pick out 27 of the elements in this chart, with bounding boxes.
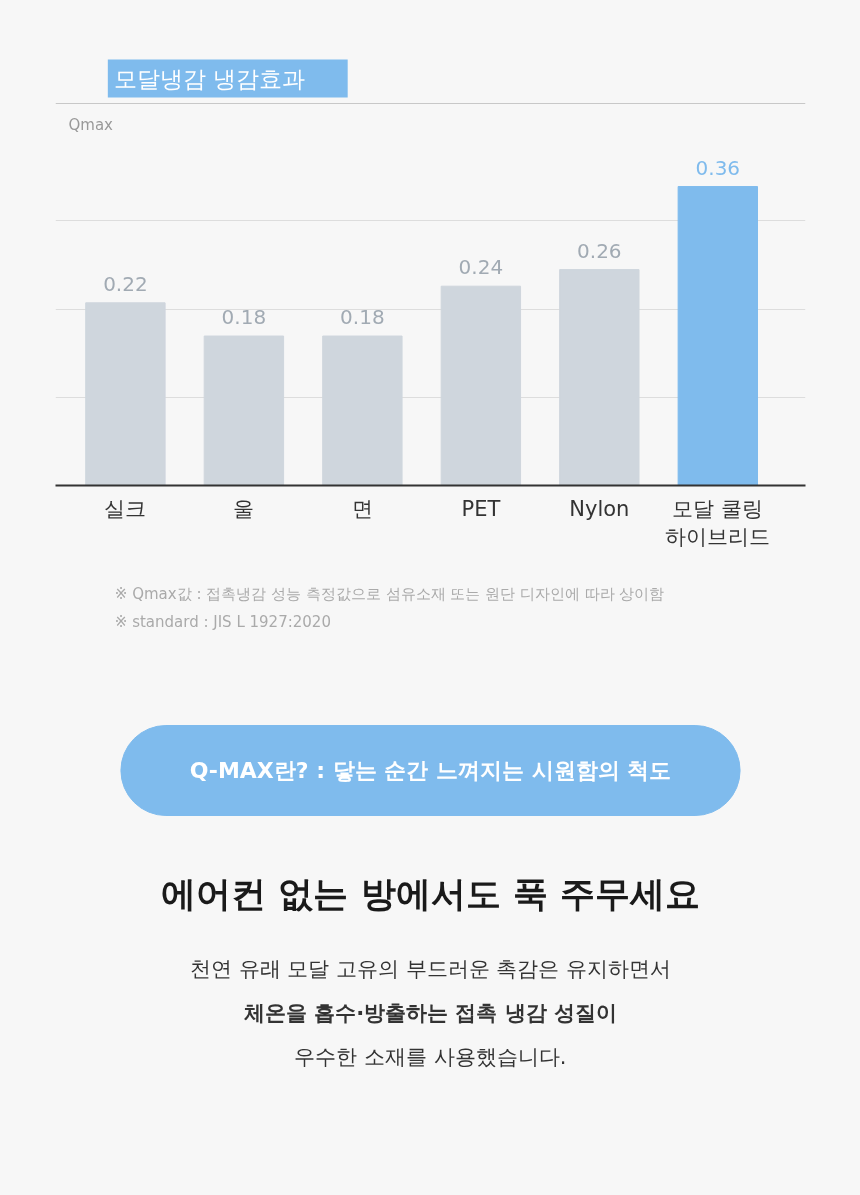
- bar: [677, 186, 759, 486]
- chart-title: 모달냉감 냉감효과: [113, 65, 306, 92]
- bar: [203, 335, 285, 486]
- text: ※ standard : JIS L 1927:2020: [114, 612, 331, 631]
- data-label: 0.24: [458, 255, 504, 280]
- text: Q-MAX란? : 닿는 순간 느껴지는 시원함의 척도: [189, 758, 672, 783]
- data-label: 0.18: [221, 305, 267, 330]
- bar: [85, 302, 166, 486]
- bar: [322, 335, 403, 486]
- data-label: 0.26: [577, 238, 622, 263]
- x-tick-label: 면: [351, 496, 373, 521]
- x-tick-label: 울: [233, 496, 255, 521]
- data-label: 0.22: [103, 271, 148, 296]
- x-tick-label: PET: [461, 496, 501, 521]
- text: ※ Qmax값 : 접촉냉감 성능 측정값으로 섬유소재 또는 원단 디자인에 따라 상이함: [114, 584, 665, 603]
- data-label: 0.36: [695, 155, 741, 180]
- text: 우수한 소재를 사용했습니다.: [294, 1044, 567, 1069]
- x-tick-label: 모달 쿨링 하이브리드: [665, 496, 771, 550]
- x-tick-label: 실크: [104, 496, 147, 521]
- text: 천연 유래 모달 고유의 부드러운 촉감은 유지하면서: [189, 956, 672, 981]
- text: 에어컨 없는 방에서도 푹 주무세요: [161, 873, 700, 914]
- x-tick-label: Nylon: [569, 496, 630, 521]
- data-label: 0.18: [340, 305, 385, 330]
- y-axis-title: Qmax: [68, 115, 114, 134]
- text: 체온을 흡수·방출하는 접촉 냉감 성질이: [242, 1000, 618, 1025]
- bar: [440, 285, 522, 486]
- bar: [559, 269, 640, 486]
